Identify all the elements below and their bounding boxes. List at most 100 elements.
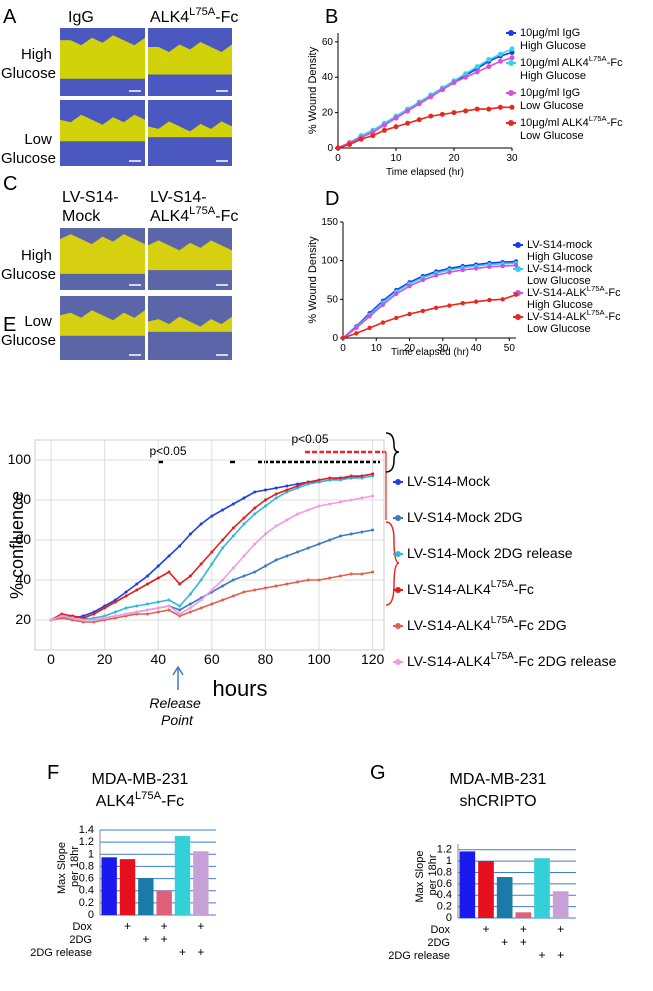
data-point <box>306 508 310 512</box>
series-line <box>342 264 517 339</box>
data-point <box>463 108 469 114</box>
y-tick-label: 40 <box>322 72 334 83</box>
y-tick-label: 20 <box>15 611 31 627</box>
treatment-marker: + <box>501 935 508 949</box>
data-point <box>285 518 289 522</box>
data-point <box>242 554 246 558</box>
wound-area <box>60 310 145 336</box>
data-point <box>242 590 246 594</box>
data-point <box>146 574 150 578</box>
y-tick-label: 1.2 <box>79 836 94 848</box>
data-point <box>124 590 128 594</box>
data-point <box>188 610 192 614</box>
data-point <box>188 602 192 606</box>
y-tick-label: 0 <box>332 333 338 344</box>
series-line <box>337 106 512 149</box>
data-point <box>349 498 353 502</box>
data-point <box>221 538 225 542</box>
data-point <box>447 303 452 308</box>
series-line <box>342 262 517 339</box>
data-point <box>497 104 503 110</box>
data-point <box>371 494 375 498</box>
bar <box>156 890 172 915</box>
data-point <box>338 574 342 578</box>
data-point <box>407 283 412 289</box>
column-label: IgG <box>68 9 94 26</box>
data-point <box>221 598 225 602</box>
data-point <box>135 588 139 592</box>
data-point <box>92 612 96 616</box>
data-point <box>199 562 203 566</box>
data-point <box>210 588 214 592</box>
data-point <box>474 64 480 70</box>
data-point <box>463 74 469 80</box>
data-point <box>210 514 214 518</box>
treatment-marker: + <box>161 932 168 946</box>
panel-letter: B <box>325 6 338 28</box>
treatment-marker: + <box>520 935 527 949</box>
data-point <box>513 263 519 268</box>
data-point <box>285 488 289 492</box>
data-point <box>178 608 182 612</box>
data-point <box>113 600 117 604</box>
legend-label: 10μg/ml ALK4L75A-Fc High Glucose <box>520 54 626 82</box>
data-point <box>221 546 225 550</box>
data-point <box>463 71 469 77</box>
legend-marker <box>395 623 401 629</box>
y-tick-label: 0 <box>327 143 333 154</box>
data-point <box>253 542 257 546</box>
annotation: p<0.05 <box>149 444 186 458</box>
y-tick-label: 80 <box>15 491 31 507</box>
panel-letter: E <box>3 314 16 336</box>
y-axis-label: Max Slope per 18hr <box>414 847 439 902</box>
data-point <box>328 502 332 506</box>
panel-letter: D <box>325 188 339 210</box>
y-tick-label: 150 <box>321 217 338 228</box>
data-point <box>199 606 203 610</box>
data-point <box>416 117 422 123</box>
data-point <box>296 484 300 488</box>
data-point <box>371 472 375 476</box>
data-point <box>487 297 492 303</box>
data-point <box>358 136 364 142</box>
data-point <box>371 528 375 532</box>
data-point <box>296 580 300 584</box>
y-tick-label: 0.6 <box>437 878 452 890</box>
data-point <box>178 604 182 608</box>
data-point <box>146 602 150 606</box>
bar <box>174 836 191 915</box>
row-label: Low Glucose <box>1 131 56 167</box>
data-point <box>167 604 171 608</box>
data-point <box>439 87 445 93</box>
legend-marker <box>515 266 521 272</box>
y-tick-label: 0.2 <box>437 901 452 913</box>
data-point <box>405 120 411 126</box>
chart-title: MDA-MB-231 <box>92 771 189 788</box>
legend-marker <box>395 587 401 593</box>
data-point <box>124 594 128 598</box>
row-label: High Glucose <box>1 46 56 82</box>
y-tick-label: 100 <box>8 451 32 467</box>
data-point <box>497 58 503 64</box>
wound-area <box>148 316 232 332</box>
data-point <box>306 480 310 484</box>
data-point <box>380 320 386 325</box>
wound-area <box>148 240 232 271</box>
y-tick-label: 20 <box>322 107 334 118</box>
data-point <box>167 554 171 558</box>
data-point <box>242 516 246 520</box>
data-point <box>113 614 117 618</box>
wound-area <box>148 121 232 138</box>
data-point <box>221 508 225 512</box>
legend-marker <box>395 551 401 557</box>
x-tick-label: 10 <box>371 343 383 354</box>
data-point <box>328 576 332 580</box>
x-axis-label: Time elapsed (hr) <box>391 347 469 358</box>
x-tick-label: 10 <box>390 153 402 164</box>
legend-label: LV-S14-ALKL75A-Fc High Glucose <box>527 284 624 311</box>
legend-label: LV-S14-ALKL75A-Fc Low Glucose <box>527 308 624 335</box>
legend-label: LV-S14-mock High Glucose <box>527 239 595 263</box>
data-point <box>439 111 445 117</box>
y-axis-label: % confluence <box>7 491 27 599</box>
wound-area <box>60 234 145 274</box>
